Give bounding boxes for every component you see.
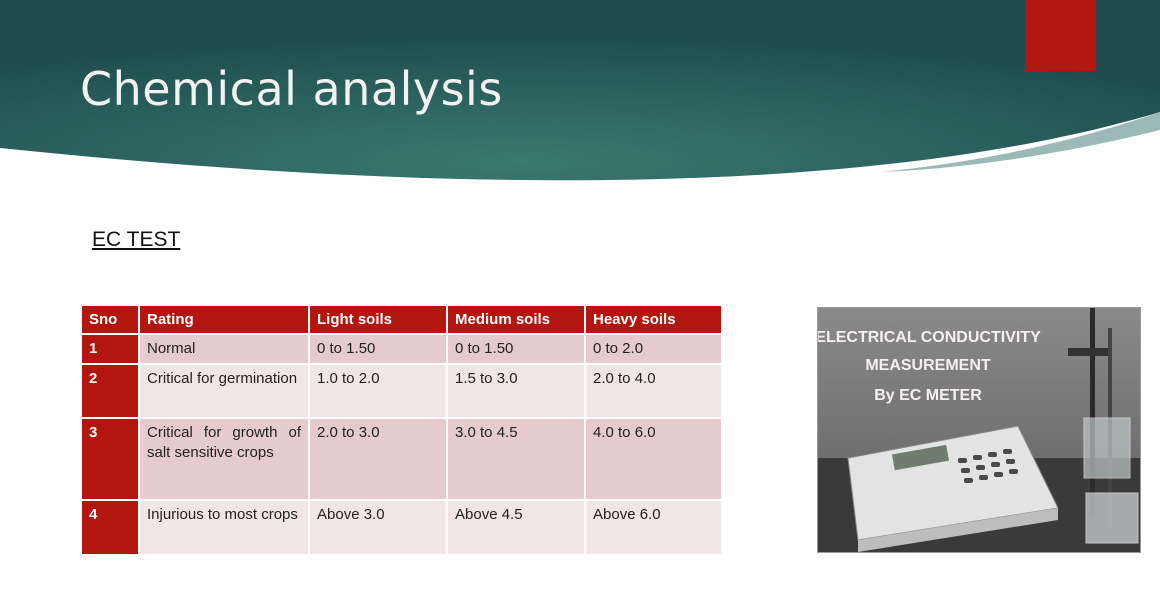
- photo-caption-line-2: MEASUREMENT: [865, 357, 991, 374]
- table-row: 4 Injurious to most crops Above 3.0 Abov…: [82, 499, 723, 554]
- header-medium-soils: Medium soils: [447, 306, 586, 334]
- table-row: 1 Normal 0 to 1.50 0 to 1.50 0 to 2.0: [82, 333, 723, 364]
- cell-heavy: 2.0 to 4.0: [585, 363, 723, 418]
- cell-light: Above 3.0: [309, 499, 448, 554]
- ec-meter-photo: ELECTRICAL CONDUCTIVITY MEASUREMENT By E…: [817, 307, 1141, 553]
- cell-light: 1.0 to 2.0: [309, 363, 448, 418]
- cell-medium: 0 to 1.50: [447, 333, 586, 364]
- cell-medium: 1.5 to 3.0: [447, 363, 586, 418]
- header-light-soils: Light soils: [309, 306, 448, 334]
- cell-heavy: 4.0 to 6.0: [585, 417, 723, 500]
- cell-heavy: 0 to 2.0: [585, 333, 723, 364]
- cell-rating: Critical for growth of salt sensitive cr…: [139, 417, 310, 500]
- header-sno: Sno: [82, 306, 140, 334]
- cell-sno: 2: [82, 363, 140, 418]
- ec-rating-table: Sno Rating Light soils Medium soils Heav…: [82, 306, 723, 554]
- accent-square: [1025, 0, 1096, 71]
- cell-rating: Critical for germination: [139, 363, 310, 418]
- header-heavy-soils: Heavy soils: [585, 306, 723, 334]
- photo-caption-line-3: By EC METER: [874, 387, 982, 404]
- cell-sno: 3: [82, 417, 140, 500]
- cell-medium: 3.0 to 4.5: [447, 417, 586, 500]
- cell-medium: Above 4.5: [447, 499, 586, 554]
- photo-caption-line-1: ELECTRICAL CONDUCTIVITY: [818, 329, 1041, 346]
- cell-light: 0 to 1.50: [309, 333, 448, 364]
- table-row: 2 Critical for germination 1.0 to 2.0 1.…: [82, 363, 723, 418]
- cell-rating: Normal: [139, 333, 310, 364]
- slide-title: Chemical analysis: [80, 62, 503, 116]
- cell-light: 2.0 to 3.0: [309, 417, 448, 500]
- table-header-row: Sno Rating Light soils Medium soils Heav…: [82, 306, 723, 334]
- header-rating: Rating: [139, 306, 310, 334]
- table-row: 3 Critical for growth of salt sensitive …: [82, 417, 723, 500]
- title-banner: [0, 0, 1160, 181]
- cell-rating: Injurious to most crops: [139, 499, 310, 554]
- section-subtitle: EC TEST: [92, 228, 181, 251]
- cell-sno: 1: [82, 333, 140, 364]
- cell-sno: 4: [82, 499, 140, 554]
- cell-heavy: Above 6.0: [585, 499, 723, 554]
